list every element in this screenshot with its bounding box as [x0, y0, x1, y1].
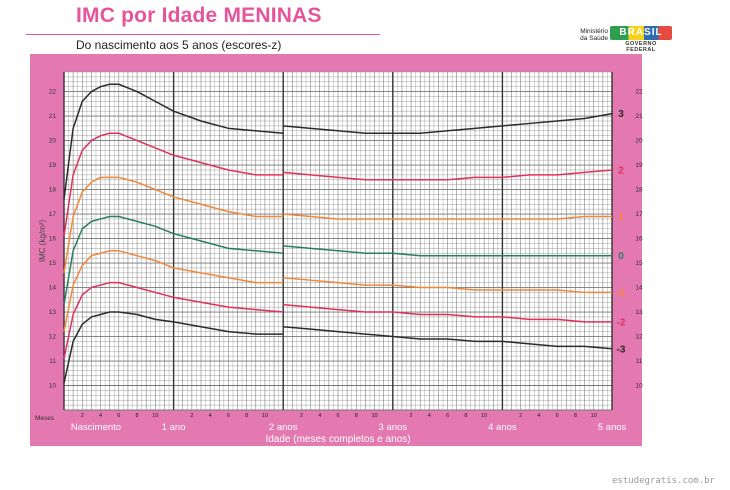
x-tick-label: 8	[574, 413, 577, 419]
curve-segment	[63, 83, 284, 200]
x-tick-label: 10	[152, 413, 158, 419]
y-tick-label-left: 15	[49, 260, 57, 267]
y-tick-label-left: 10	[49, 383, 57, 390]
x-major-label: 2 anos	[269, 422, 298, 433]
y-tick-label-right: 19	[635, 162, 643, 169]
y-tick-label-right: 22	[635, 89, 643, 96]
y-tick-label-right: 21	[635, 113, 643, 120]
curve-segment	[283, 325, 613, 350]
x-tick-label: 6	[556, 413, 559, 419]
chart-title: IMC por Idade MENINAS	[76, 4, 322, 27]
chart-subtitle: Do nascimento aos 5 anos (escores-z)	[76, 38, 282, 52]
curve-z-1	[63, 250, 612, 332]
y-tick-label-right: 10	[635, 383, 643, 390]
x-major-label: 1 ano	[162, 422, 186, 433]
curve-z-3	[63, 311, 613, 384]
y-tick-label-right: 18	[635, 187, 643, 194]
y-tick-label-left: 12	[49, 334, 57, 341]
y-tick-label-left: 11	[49, 358, 56, 365]
z-score-label: 2	[618, 165, 624, 176]
x-tick-label: 2	[519, 413, 522, 419]
months-label: Meses	[35, 415, 55, 422]
y-tick-label-left: 18	[49, 187, 57, 194]
curve-segment	[63, 176, 284, 273]
x-tick-label: 8	[464, 413, 467, 419]
y-tick-label-right: 11	[636, 358, 643, 365]
z-score-label: -2	[617, 317, 626, 328]
x-tick-label: 2	[300, 413, 303, 419]
title-divider	[26, 34, 380, 35]
x-major-label: 4 anos	[488, 422, 517, 433]
x-tick-label: 4	[318, 413, 321, 419]
z-score-label: -1	[617, 288, 626, 299]
y-tick-label-right: 17	[635, 211, 643, 218]
y-tick-label-left: 19	[49, 162, 57, 169]
z-score-label: 3	[618, 109, 624, 120]
x-tick-label: 6	[336, 413, 339, 419]
x-tick-label: 8	[355, 413, 358, 419]
x-tick-label: 2	[81, 413, 84, 419]
x-tick-label: 10	[481, 413, 487, 419]
y-tick-label-right: 16	[635, 236, 643, 243]
curve-segment	[63, 215, 284, 305]
brasil-logo-text: BRASIL	[619, 27, 663, 38]
curve-segment	[283, 169, 613, 181]
y-tick-label-right: 12	[635, 334, 643, 341]
y-tick-label-left: 17	[49, 211, 57, 218]
y-tick-label-right: 20	[635, 138, 643, 145]
curve-segment	[63, 132, 284, 237]
x-tick-label: 10	[371, 413, 377, 419]
x-tick-label: 4	[537, 413, 540, 419]
x-tick-label: 10	[262, 413, 268, 419]
x-tick-label: 2	[410, 413, 413, 419]
curve-segment	[283, 303, 612, 323]
brasil-flag-logo: BRASIL	[610, 26, 672, 40]
governo-federal-label: GOVERNO FEDERAL	[625, 41, 657, 53]
ministry-label: Ministério da Saúde	[580, 28, 608, 42]
x-major-label: Nascimento	[71, 422, 121, 433]
curve-z1	[63, 176, 612, 273]
x-tick-label: 6	[117, 413, 120, 419]
y-tick-label-right: 15	[635, 260, 643, 267]
curve-z0	[63, 215, 612, 305]
curve-segment	[283, 213, 612, 220]
curve-z-2	[63, 281, 612, 359]
y-axis-label: IMC (kg/m²)	[38, 220, 47, 263]
x-major-label: 3 anos	[379, 422, 408, 433]
z-score-label: -3	[617, 344, 626, 355]
y-tick-label-left: 21	[49, 113, 57, 120]
z-score-label: 0	[618, 251, 624, 262]
y-tick-label-right: 14	[635, 285, 643, 292]
x-tick-label: 10	[591, 413, 597, 419]
x-tick-label: 2	[190, 413, 193, 419]
curve-segment	[283, 276, 612, 294]
government-logo: Ministério da Saúde BRASIL GOVERNO FEDER…	[574, 26, 678, 53]
curve-segment	[63, 311, 284, 384]
x-tick-label: 6	[227, 413, 230, 419]
x-tick-label: 4	[99, 413, 102, 419]
y-tick-label-left: 22	[49, 89, 57, 96]
x-tick-label: 8	[136, 413, 139, 419]
watermark: estudegratis.com.br	[612, 476, 715, 486]
curve-segment	[63, 250, 284, 332]
y-tick-label-right: 13	[635, 309, 643, 316]
curve-z2	[63, 132, 613, 237]
curve-z3	[63, 83, 613, 200]
x-tick-label: 4	[428, 413, 431, 419]
x-tick-label: 6	[446, 413, 449, 419]
curve-segment	[63, 281, 284, 359]
x-axis-label: Idade (meses completos e anos)	[265, 434, 410, 445]
z-score-label: 1	[618, 212, 624, 223]
y-tick-label-left: 13	[49, 309, 57, 316]
x-major-label: 5 anos	[598, 422, 627, 433]
curve-segment	[283, 112, 613, 134]
x-tick-label: 8	[245, 413, 248, 419]
y-tick-label-left: 14	[49, 285, 57, 292]
x-tick-label: 4	[209, 413, 212, 419]
y-tick-label-left: 16	[49, 236, 57, 243]
curve-segment	[283, 245, 612, 257]
y-tick-label-left: 20	[49, 138, 57, 145]
